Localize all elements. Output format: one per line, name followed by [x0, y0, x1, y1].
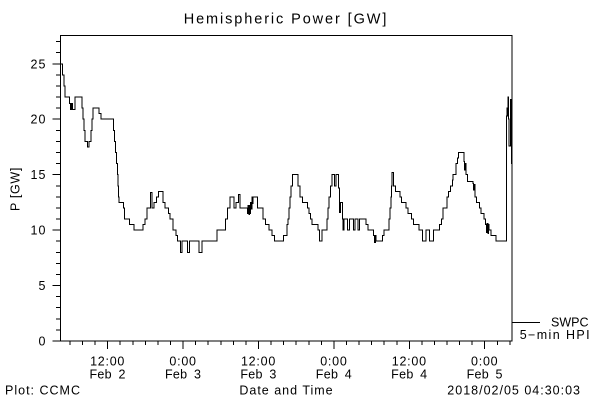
svg-text:0:00: 0:00 [471, 355, 498, 369]
svg-text:15: 15 [30, 168, 46, 182]
svg-text:0:00: 0:00 [320, 355, 347, 369]
svg-text:Hemispheric Power [GW]: Hemispheric Power [GW] [184, 12, 389, 28]
svg-text:10: 10 [30, 224, 46, 238]
svg-text:Feb 4: Feb 4 [391, 368, 427, 382]
svg-text:12:00: 12:00 [90, 355, 125, 369]
svg-text:Feb 2: Feb 2 [89, 368, 125, 382]
svg-text:12:00: 12:00 [392, 355, 427, 369]
svg-text:0: 0 [38, 335, 46, 349]
svg-text:Date and Time: Date and Time [239, 384, 333, 398]
svg-text:Plot: CCMC: Plot: CCMC [5, 384, 81, 398]
svg-text:25: 25 [30, 57, 46, 71]
svg-text:2018/02/05 04:30:03: 2018/02/05 04:30:03 [447, 384, 581, 398]
svg-text:P [GW]: P [GW] [9, 167, 23, 211]
svg-text:Feb 3: Feb 3 [165, 368, 201, 382]
svg-text:20: 20 [30, 113, 46, 127]
svg-text:5: 5 [38, 279, 46, 293]
svg-text:0:00: 0:00 [169, 355, 196, 369]
svg-text:5−min HPI: 5−min HPI [520, 328, 591, 342]
svg-text:12:00: 12:00 [241, 355, 276, 369]
svg-text:SWPC: SWPC [551, 316, 589, 330]
svg-text:Feb 5: Feb 5 [467, 368, 503, 382]
svg-text:Feb 4: Feb 4 [316, 368, 352, 382]
svg-text:Feb 3: Feb 3 [240, 368, 276, 382]
